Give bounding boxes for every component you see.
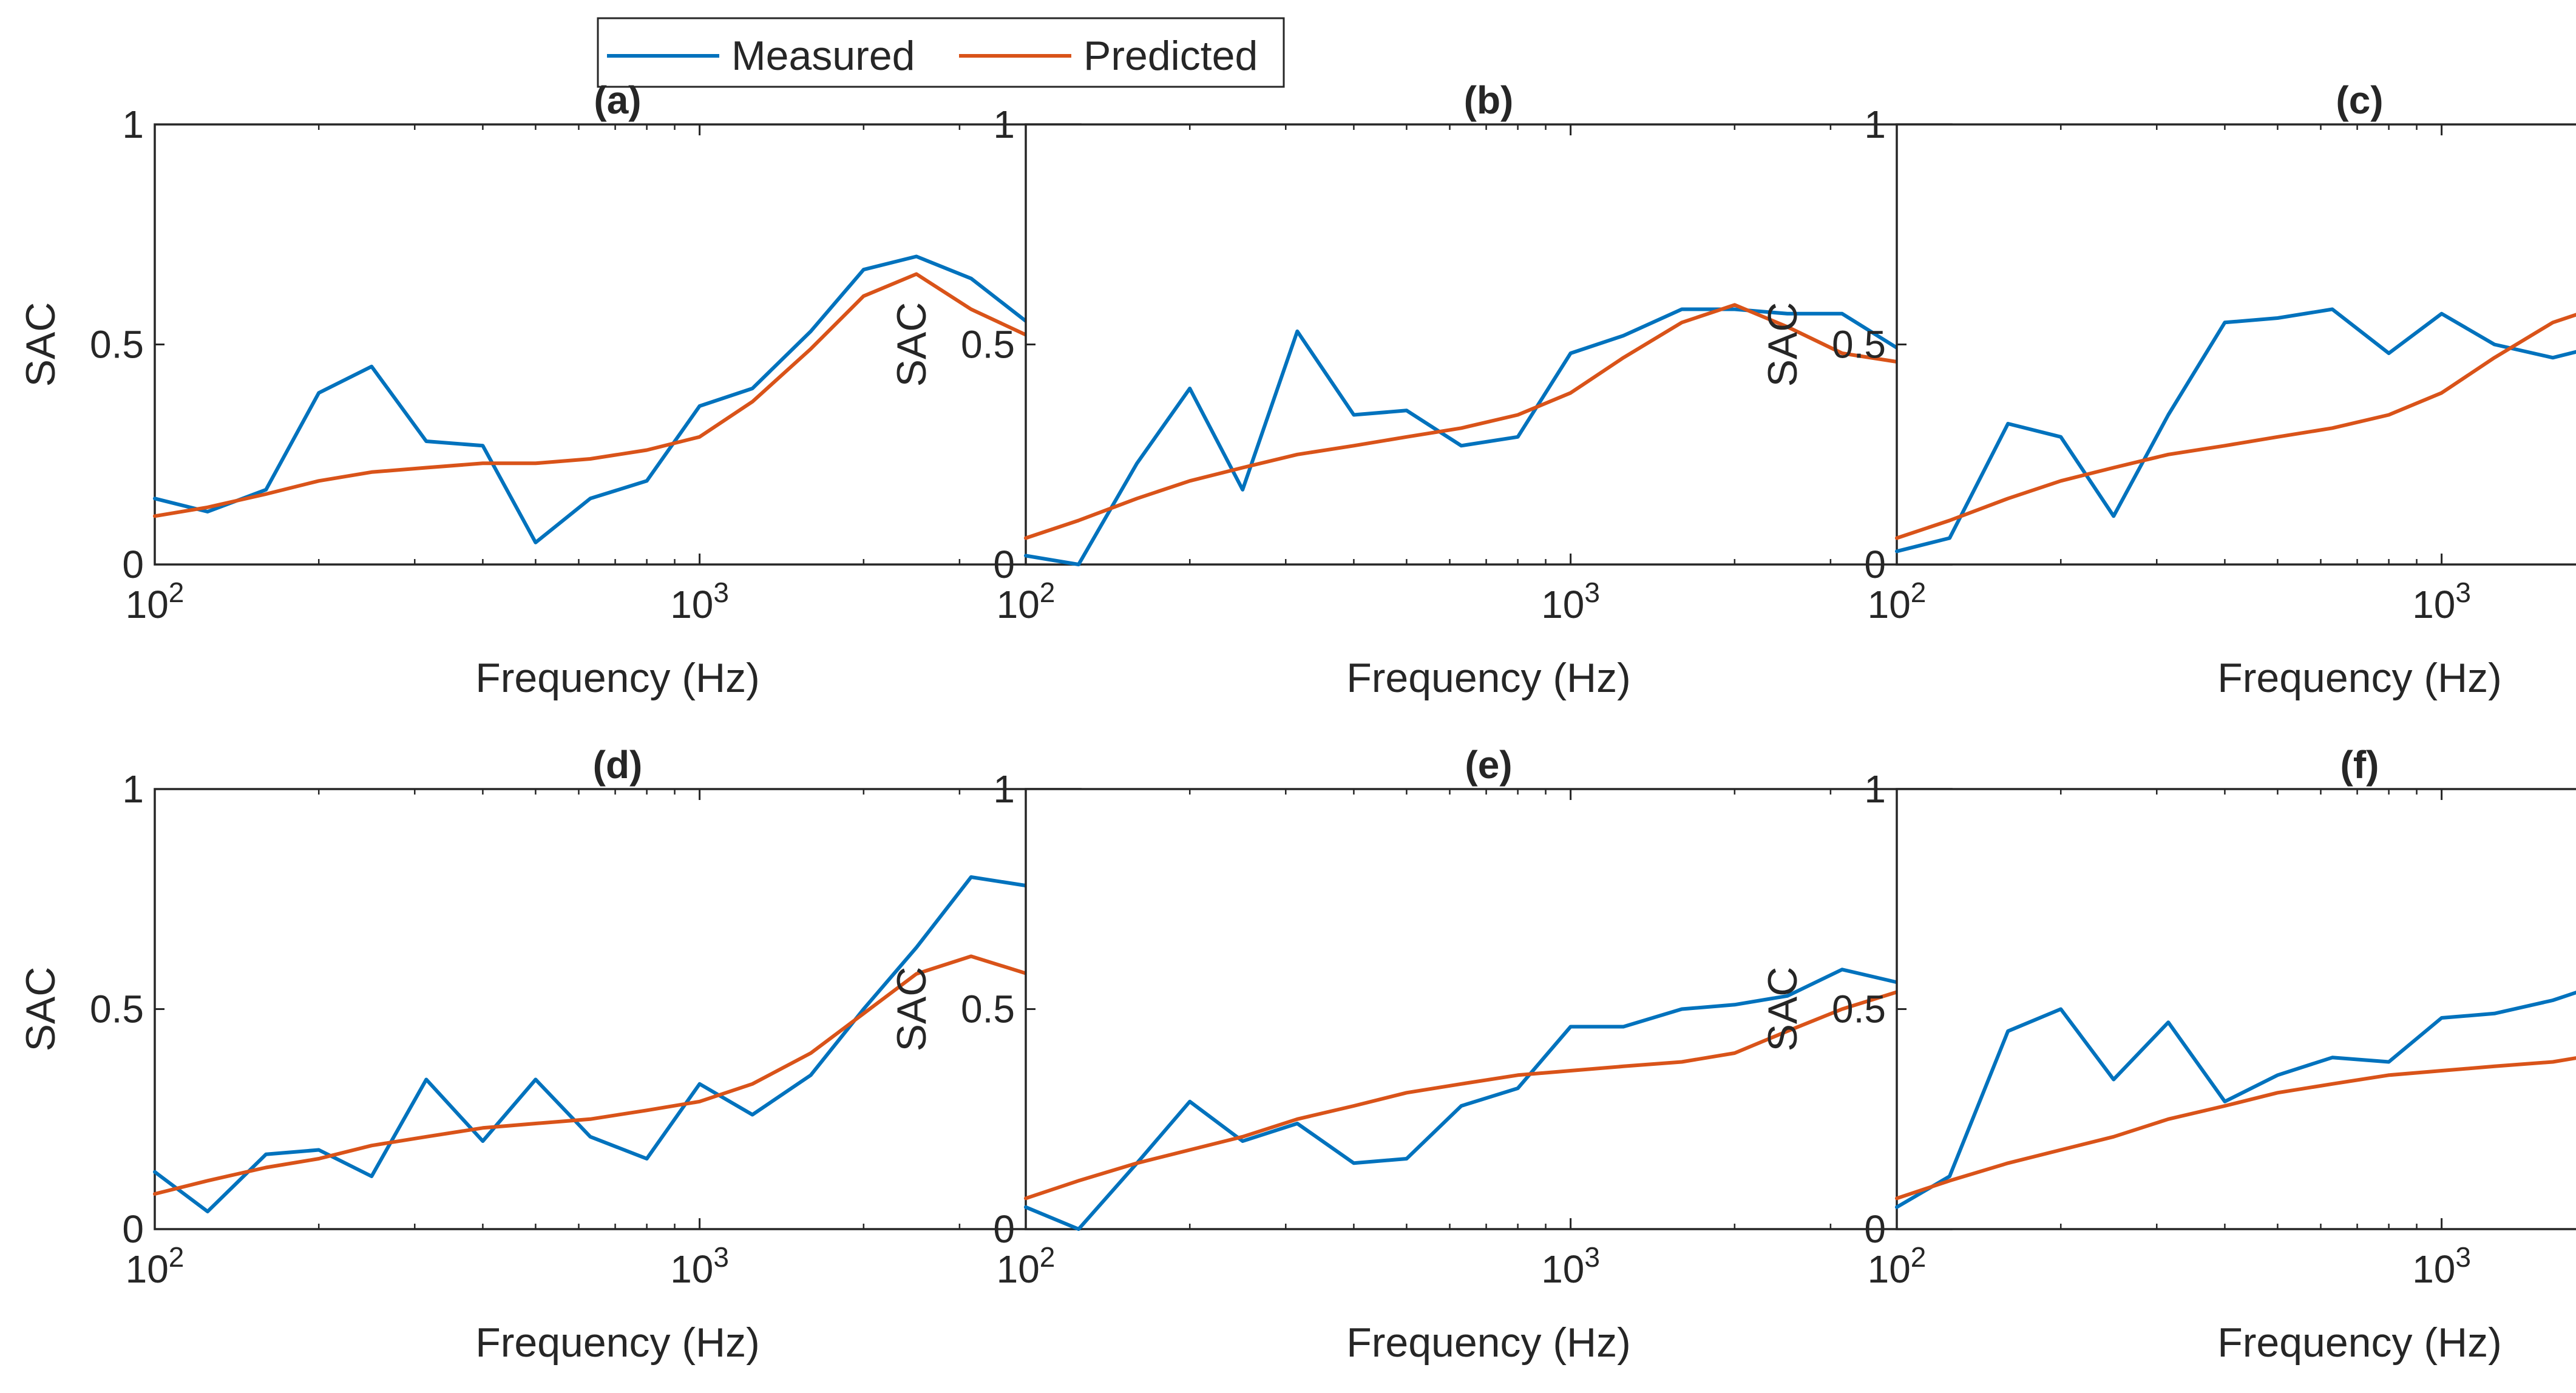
series-line-measured: [1895, 307, 2576, 554]
series-line-measured: [153, 875, 1082, 1213]
panel-title: (a): [594, 78, 641, 122]
x-axis-label: Frequency (Hz): [475, 1320, 760, 1366]
y-tick-label: 0: [1864, 543, 1886, 586]
series-line-measured: [1895, 991, 2576, 1209]
x-tick-label: 102: [997, 1241, 1056, 1291]
panel-title: (f): [2340, 743, 2379, 787]
x-tick-label: 103: [2412, 577, 2471, 626]
panels-grid: (a) 0 0.5 1 102 103 Frequency (Hz) SAC (b) 0 0.5 1 1…: [18, 78, 2576, 1366]
x-tick-label: 102: [126, 577, 185, 626]
y-tick-label: 0.5: [1832, 323, 1886, 367]
y-tick-label: 0.5: [1832, 988, 1886, 1031]
series-line-predicted: [153, 954, 1082, 1196]
panel-title: (e): [1465, 743, 1512, 787]
legend-box: [597, 17, 1285, 88]
panel-b: (b) 0 0.5 1 102 103 Frequency (Hz) SAC: [889, 78, 1953, 701]
series-line-predicted: [1895, 313, 2576, 540]
y-tick-label: 1: [1864, 767, 1886, 811]
panel-d: (d) 0 0.5 1 102 103 Frequency (Hz) SAC: [18, 743, 1082, 1366]
y-tick-label: 0: [993, 1207, 1015, 1251]
y-tick-label: 0: [993, 543, 1015, 586]
axes-box: [1896, 123, 2576, 566]
x-tick-label: 103: [2412, 1241, 2471, 1291]
series-line-measured: [1024, 307, 1953, 566]
y-tick-label: 0: [1864, 1207, 1886, 1251]
y-tick-label: 1: [993, 103, 1015, 146]
y-tick-label: 0: [122, 1207, 144, 1251]
legend-measured-label: Measured: [731, 33, 915, 79]
legend-predicted-label: Predicted: [1083, 33, 1258, 79]
y-axis-label: SAC: [889, 302, 935, 387]
series-line-predicted: [1024, 303, 1953, 540]
series-line-predicted: [1024, 981, 1953, 1201]
y-axis-label: SAC: [18, 967, 64, 1052]
panel-title: (c): [2336, 78, 2383, 122]
x-tick-label: 102: [997, 577, 1056, 626]
panel-c: (c) 0 0.5 1 102 103 Frequency (Hz) SAC: [1760, 78, 2576, 701]
x-tick-label: 103: [1541, 1241, 1600, 1291]
series-line-predicted: [1895, 1056, 2576, 1201]
axes-box: [154, 123, 1082, 566]
panel-a: (a) 0 0.5 1 102 103 Frequency (Hz) SAC: [18, 78, 1082, 701]
y-axis-label: SAC: [1760, 302, 1806, 387]
axes-box: [1896, 788, 2576, 1230]
panel-e: (e) 0 0.5 1 102 103 Frequency (Hz) SAC: [889, 743, 1953, 1366]
y-tick-label: 1: [1864, 103, 1886, 146]
y-tick-label: 0.5: [961, 323, 1015, 367]
axes-box: [154, 788, 1082, 1230]
y-tick-label: 0.5: [90, 988, 144, 1031]
y-tick-label: 1: [122, 767, 144, 811]
x-tick-label: 103: [670, 577, 729, 626]
y-axis-label: SAC: [889, 967, 935, 1052]
series-line-predicted: [153, 272, 1082, 518]
y-tick-label: 0: [122, 543, 144, 586]
x-tick-label: 103: [670, 1241, 729, 1291]
x-tick-label: 102: [1868, 577, 1927, 626]
x-axis-label: Frequency (Hz): [1346, 1320, 1631, 1366]
x-axis-label: Frequency (Hz): [2217, 655, 2502, 701]
x-tick-label: 102: [1868, 1241, 1927, 1291]
y-axis-label: SAC: [1760, 967, 1806, 1052]
y-axis-label: SAC: [18, 302, 64, 387]
axes-box: [1025, 123, 1953, 566]
series-line-measured: [153, 254, 1082, 544]
x-tick-label: 103: [1541, 577, 1600, 626]
axes-box: [1025, 788, 1953, 1230]
y-tick-label: 0.5: [90, 323, 144, 367]
legend: Measured Predicted: [597, 17, 1285, 88]
x-axis-label: Frequency (Hz): [475, 655, 760, 701]
x-axis-label: Frequency (Hz): [1346, 655, 1631, 701]
y-tick-label: 0.5: [961, 988, 1015, 1031]
y-tick-label: 1: [122, 103, 144, 146]
panel-f: (f) 0 0.5 1 102 103 Frequency (Hz) SAC: [1760, 743, 2576, 1366]
y-tick-label: 1: [993, 767, 1015, 811]
panel-title: (d): [593, 743, 643, 787]
x-axis-label: Frequency (Hz): [2217, 1320, 2502, 1366]
x-tick-label: 102: [126, 1241, 185, 1291]
panel-title: (b): [1464, 78, 1514, 122]
series-line-measured: [1024, 958, 1953, 1231]
